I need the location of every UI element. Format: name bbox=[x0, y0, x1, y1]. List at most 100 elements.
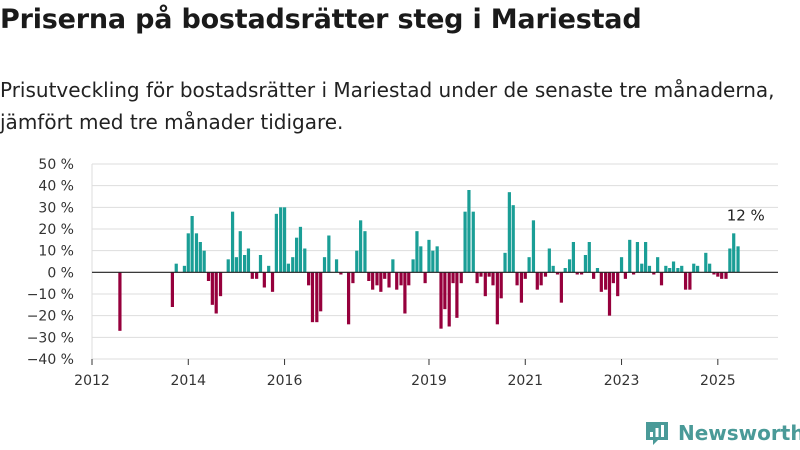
bar bbox=[732, 233, 736, 273]
bar bbox=[531, 220, 536, 273]
bar bbox=[656, 257, 660, 273]
bar bbox=[559, 272, 563, 303]
bar bbox=[720, 272, 724, 279]
bar bbox=[455, 272, 459, 318]
bar bbox=[668, 268, 672, 273]
bar bbox=[210, 272, 214, 305]
bar bbox=[443, 272, 447, 310]
bar bbox=[708, 263, 712, 273]
bar bbox=[395, 272, 399, 290]
bar bbox=[659, 272, 664, 286]
bar bbox=[230, 211, 235, 273]
bar bbox=[607, 272, 612, 316]
bar bbox=[243, 255, 247, 273]
bar bbox=[399, 272, 403, 286]
bar bbox=[282, 207, 287, 273]
bar bbox=[728, 248, 732, 273]
bar bbox=[170, 272, 174, 307]
bar bbox=[294, 237, 299, 273]
bar bbox=[652, 272, 656, 275]
bar bbox=[346, 272, 351, 325]
bar bbox=[351, 272, 355, 284]
bar bbox=[724, 272, 728, 279]
bar bbox=[298, 226, 303, 273]
y-tick-label: −40 % bbox=[27, 352, 74, 368]
bar bbox=[411, 259, 415, 273]
bar bbox=[286, 263, 291, 273]
bar bbox=[547, 248, 551, 273]
bar bbox=[543, 272, 548, 277]
bar bbox=[250, 272, 254, 279]
y-tick-label: −30 % bbox=[27, 330, 74, 346]
bar bbox=[274, 213, 278, 273]
bar bbox=[194, 233, 199, 273]
bar bbox=[604, 272, 608, 290]
bar bbox=[319, 272, 323, 312]
bar bbox=[262, 272, 266, 288]
bar bbox=[270, 272, 275, 292]
bar bbox=[623, 272, 627, 279]
bar bbox=[363, 231, 367, 273]
bar bbox=[551, 265, 555, 273]
bar bbox=[371, 272, 375, 290]
bar bbox=[640, 263, 644, 273]
bar bbox=[676, 268, 680, 273]
chart-title: Priserna på bostadsrätter steg i Mariest… bbox=[0, 4, 642, 35]
bar bbox=[471, 211, 475, 273]
bar bbox=[459, 272, 463, 284]
bar bbox=[334, 259, 339, 273]
bar bbox=[511, 205, 515, 273]
x-tick-label: 2016 bbox=[267, 373, 303, 389]
bar bbox=[327, 235, 331, 273]
bar bbox=[310, 272, 315, 323]
bar bbox=[315, 272, 319, 323]
x-tick-label: 2023 bbox=[604, 373, 640, 389]
x-axis-ticks: 2012 2014 2016 2019 2021 2023 2025 bbox=[74, 359, 736, 389]
bar bbox=[435, 246, 439, 273]
bar bbox=[407, 272, 411, 286]
bar bbox=[198, 242, 202, 273]
bar bbox=[415, 231, 419, 273]
bar bbox=[174, 263, 178, 273]
x-tick-label: 2025 bbox=[700, 373, 736, 389]
bar bbox=[635, 242, 640, 273]
bar bbox=[495, 272, 499, 325]
x-tick-label: 2019 bbox=[411, 373, 447, 389]
bar bbox=[683, 272, 688, 290]
bar bbox=[575, 272, 579, 275]
bar bbox=[696, 265, 700, 273]
bar bbox=[403, 272, 407, 314]
bar bbox=[391, 259, 395, 273]
bar bbox=[499, 272, 503, 299]
bar bbox=[202, 250, 206, 273]
bar bbox=[190, 216, 194, 273]
bar bbox=[267, 265, 271, 273]
bar bbox=[491, 272, 495, 286]
bar bbox=[671, 261, 676, 273]
bar bbox=[383, 272, 387, 279]
brand-name: Newsworthy bbox=[678, 421, 800, 445]
bar bbox=[567, 259, 572, 273]
y-tick-label: 50 % bbox=[38, 157, 74, 173]
bar bbox=[447, 272, 451, 327]
bar bbox=[218, 272, 223, 297]
bar bbox=[680, 265, 684, 273]
bar bbox=[503, 252, 507, 273]
bar bbox=[303, 248, 307, 273]
bar bbox=[206, 272, 211, 281]
x-tick-label: 2012 bbox=[74, 373, 110, 389]
bar bbox=[616, 272, 620, 297]
bar bbox=[467, 190, 471, 273]
bar bbox=[619, 257, 624, 273]
bar bbox=[555, 272, 560, 275]
bars bbox=[118, 190, 740, 331]
y-tick-label: −10 % bbox=[27, 287, 74, 303]
bar bbox=[571, 242, 576, 273]
bar bbox=[647, 265, 652, 273]
bar bbox=[483, 272, 487, 297]
bar bbox=[246, 248, 251, 273]
bar bbox=[628, 239, 632, 273]
bar bbox=[226, 259, 230, 273]
y-axis-ticks: −40 % −30 % −20 % −10 % 0 % 10 % 20 % 30 % 40 % 5… bbox=[27, 157, 74, 368]
